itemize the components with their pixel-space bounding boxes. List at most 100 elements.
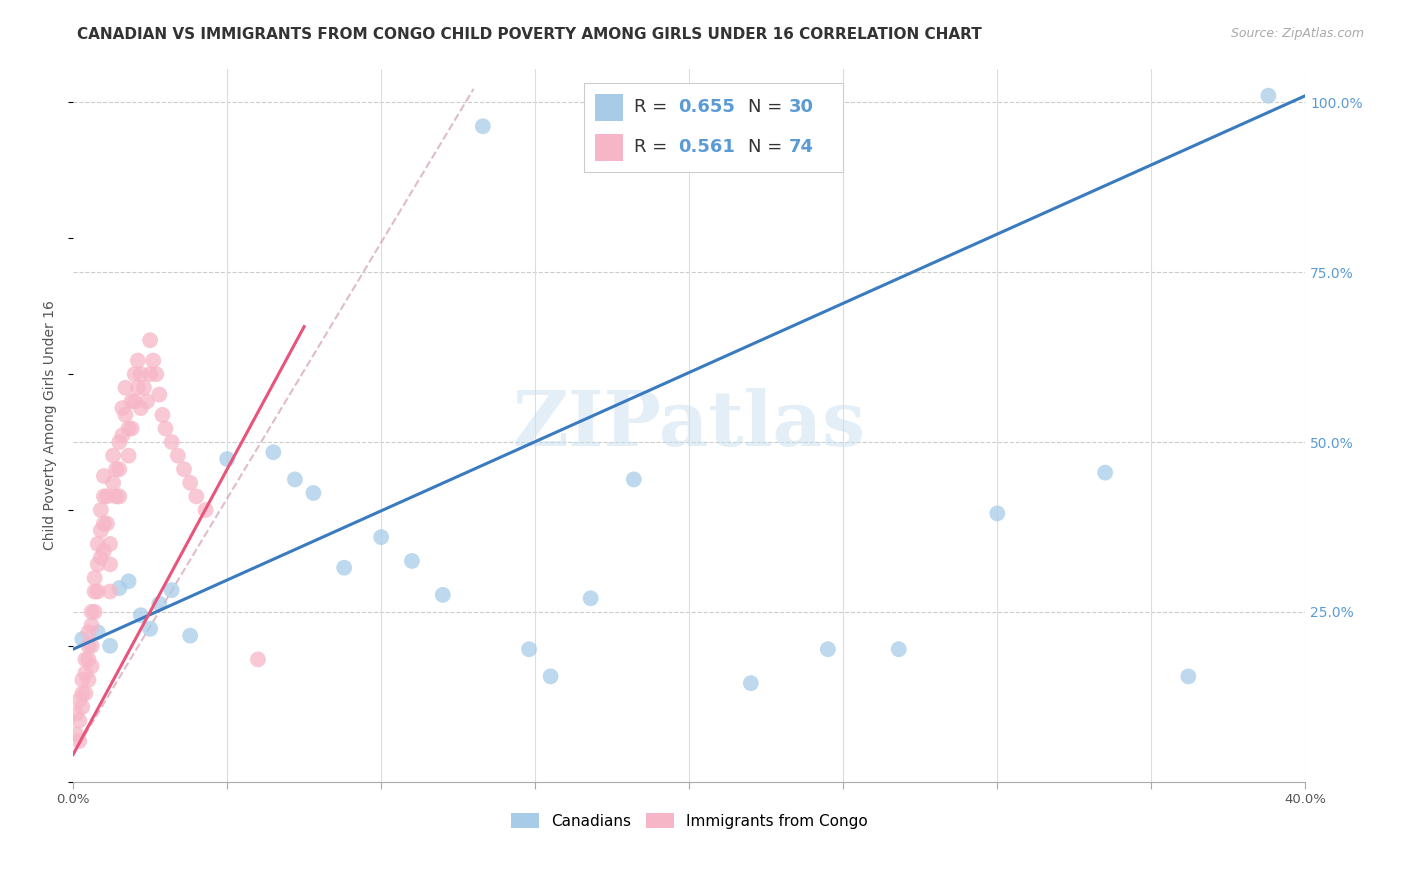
Point <box>284 472 307 486</box>
Point <box>579 591 602 606</box>
Point <box>108 435 131 450</box>
Point <box>160 435 183 450</box>
Point <box>1257 88 1279 103</box>
Point <box>90 503 112 517</box>
Point <box>93 490 115 504</box>
Point <box>186 490 208 504</box>
Point <box>173 462 195 476</box>
Point <box>90 550 112 565</box>
Point <box>246 652 269 666</box>
Point <box>117 421 139 435</box>
Point <box>93 516 115 531</box>
Point <box>132 381 155 395</box>
Point <box>87 558 110 572</box>
Point <box>1094 466 1116 480</box>
Point <box>108 490 131 504</box>
Point <box>160 583 183 598</box>
Point <box>75 686 97 700</box>
Point <box>67 714 90 728</box>
Point <box>142 353 165 368</box>
Point <box>101 449 124 463</box>
Point <box>105 490 128 504</box>
Point <box>194 503 217 517</box>
Point <box>101 475 124 490</box>
Point <box>139 622 162 636</box>
Point <box>90 524 112 538</box>
Y-axis label: Child Poverty Among Girls Under 16: Child Poverty Among Girls Under 16 <box>44 300 58 550</box>
Point <box>65 727 87 741</box>
Point <box>87 584 110 599</box>
Point <box>129 367 152 381</box>
Point <box>77 652 100 666</box>
Point <box>98 537 121 551</box>
Point <box>93 543 115 558</box>
Text: CANADIAN VS IMMIGRANTS FROM CONGO CHILD POVERTY AMONG GIRLS UNDER 16 CORRELATION: CANADIAN VS IMMIGRANTS FROM CONGO CHILD … <box>77 27 981 42</box>
Point <box>72 700 94 714</box>
Point <box>77 639 100 653</box>
Point <box>72 686 94 700</box>
Point <box>127 381 149 395</box>
Point <box>623 472 645 486</box>
Point <box>401 554 423 568</box>
Point <box>98 558 121 572</box>
Point <box>121 394 143 409</box>
Point <box>108 462 131 476</box>
Point <box>179 475 201 490</box>
Point <box>111 428 134 442</box>
Point <box>148 597 170 611</box>
Point <box>80 605 103 619</box>
Point <box>1177 669 1199 683</box>
Point <box>80 639 103 653</box>
Point <box>87 537 110 551</box>
Point <box>540 669 562 683</box>
Point <box>121 421 143 435</box>
Point <box>67 693 90 707</box>
Point <box>72 673 94 687</box>
Point <box>114 408 136 422</box>
Point <box>136 394 159 409</box>
Point <box>80 659 103 673</box>
Text: ZIPatlas: ZIPatlas <box>513 388 866 462</box>
Point <box>517 642 540 657</box>
Point <box>145 367 167 381</box>
Point <box>72 632 94 646</box>
Text: Source: ZipAtlas.com: Source: ZipAtlas.com <box>1230 27 1364 40</box>
Point <box>166 449 188 463</box>
Point <box>105 462 128 476</box>
Point <box>98 584 121 599</box>
Point <box>179 629 201 643</box>
Point <box>152 408 174 422</box>
Legend: Canadians, Immigrants from Congo: Canadians, Immigrants from Congo <box>505 807 873 835</box>
Point <box>986 507 1008 521</box>
Point <box>124 394 146 409</box>
Point <box>217 452 239 467</box>
Point <box>114 381 136 395</box>
Point <box>96 490 118 504</box>
Point <box>87 625 110 640</box>
Point <box>67 734 90 748</box>
Point <box>817 642 839 657</box>
Point <box>96 516 118 531</box>
Point <box>432 588 454 602</box>
Point <box>83 571 105 585</box>
Point <box>333 560 356 574</box>
Point <box>740 676 762 690</box>
Point <box>129 401 152 416</box>
Point <box>370 530 392 544</box>
Point <box>65 706 87 721</box>
Point <box>77 625 100 640</box>
Point <box>471 120 494 134</box>
Point <box>93 469 115 483</box>
Point <box>139 333 162 347</box>
Point <box>155 421 177 435</box>
Point <box>129 608 152 623</box>
Point <box>111 401 134 416</box>
Point <box>80 618 103 632</box>
Point <box>98 639 121 653</box>
Point <box>75 665 97 680</box>
Point <box>127 353 149 368</box>
Point <box>887 642 910 657</box>
Point <box>139 367 162 381</box>
Point <box>83 605 105 619</box>
Point <box>302 486 325 500</box>
